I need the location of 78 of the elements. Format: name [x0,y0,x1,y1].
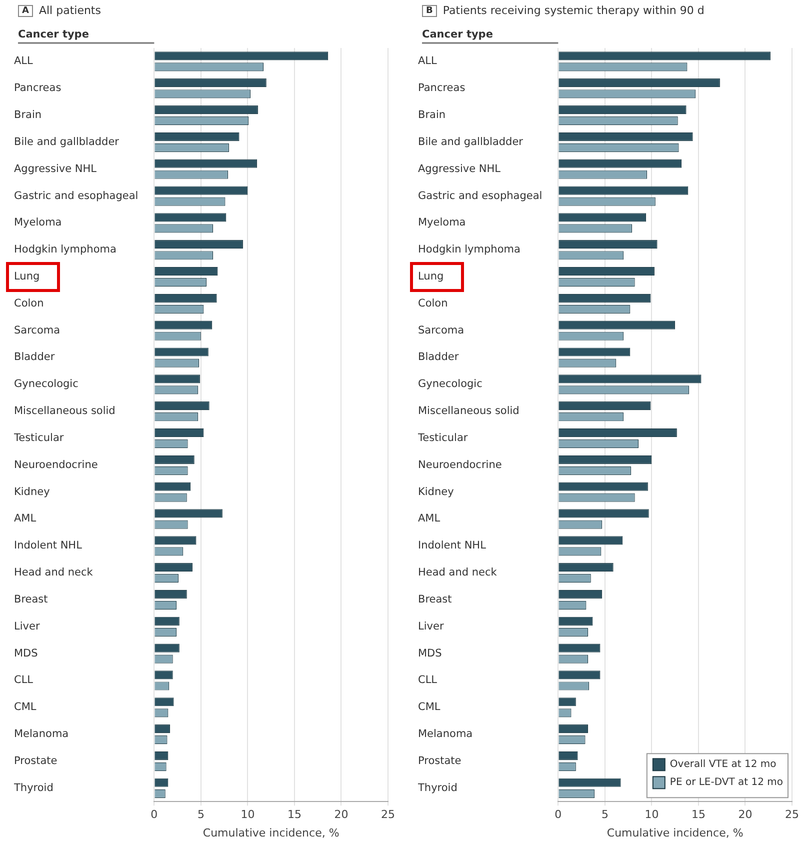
y-tick-label: Head and neck [14,566,94,579]
y-tick-label: Sarcoma [418,324,464,336]
y-tick-label: Bile and gallbladder [14,136,120,148]
y-tick-label: Kidney [418,486,454,498]
y-tick-label: Prostate [14,754,58,767]
y-tick-label: Bladder [14,351,56,364]
y-tick-label: Gynecologic [14,378,79,390]
y-axis-title: Cancer type [18,28,89,40]
x-tick-label: 25 [381,808,395,822]
y-tick-label: Prostate [418,754,462,767]
y-tick-label: MDS [14,647,38,660]
chart-title: Patients receiving systemic therapy within 90 d [442,4,704,17]
x-tick-label: 15 [287,808,302,822]
y-tick-label: Pancreas [14,82,62,94]
y-tick-label: Liver [418,620,444,632]
y-tick-label: Brain [418,109,446,122]
y-tick-label: Neuroendocrine [418,458,502,471]
y-tick-label: MDS [418,647,442,660]
y-tick-label: Myeloma [418,216,466,229]
y-tick-label: Breast [14,593,48,606]
y-tick-label: Thyroid [13,782,54,794]
text: B [422,4,437,16]
x-tick-label: 0 [150,808,158,822]
y-tick-label: CLL [14,674,34,686]
y-tick-label: Gastric and esophageal [14,190,138,202]
y-tick-label: Head and neck [418,566,498,579]
y-tick-label: CLL [418,674,438,686]
y-tick-label: CML [418,701,440,714]
y-tick-label: Indolent NHL [14,540,82,552]
x-tick-label: 20 [738,808,752,822]
legend-label: Overall VTE at 12 mo [670,759,776,770]
x-tick-label: 20 [334,808,348,822]
x-tick-label: 5 [601,808,608,822]
y-axis-title: Cancer type [422,28,493,40]
x-tick-label: 10 [240,808,255,822]
y-tick-label: ALL [418,55,438,68]
y-tick-label: Indolent NHL [418,540,486,552]
y-tick-label: Aggressive NHL [418,162,501,175]
y-tick-label: Miscellaneous solid [418,405,520,418]
y-tick-label: Thyroid [417,782,458,794]
y-tick-label: Brain [14,109,42,122]
y-tick-label: Colon [14,297,44,310]
y-tick-label: Aggressive NHL [14,162,97,175]
y-tick-label: Gynecologic [418,378,483,390]
x-tick-label: 10 [644,808,659,822]
text: A [18,4,33,16]
y-tick-label: Bile and gallbladder [418,136,524,148]
y-tick-label: Pancreas [418,82,466,94]
y-tick-label: CML [14,701,36,714]
y-tick-label: Kidney [14,486,50,498]
y-tick-label: Testicular [13,432,64,444]
y-tick-label: ALL [14,55,34,68]
y-tick-label: Neuroendocrine [14,458,98,471]
y-tick-label: Hodgkin lymphoma [14,244,116,256]
y-tick-label: Lung [14,270,40,283]
x-tick-label: 0 [554,808,562,822]
y-tick-label: Sarcoma [14,324,60,336]
y-tick-label: Testicular [417,432,468,444]
x-tick-label: 5 [197,808,204,822]
x-tick-label: 25 [785,808,799,822]
legend-label: PE or LE-DVT at 12 mo [670,777,783,788]
chart-title: All patients [38,4,101,17]
x-axis-title: Cumulative incidence, % [606,826,744,840]
y-tick-label: Gastric and esophageal [418,190,542,202]
y-tick-label: Myeloma [14,216,62,229]
y-tick-label: AML [418,512,440,525]
y-tick-label: Melanoma [418,728,473,740]
y-tick-label: AML [14,512,36,525]
x-tick-label: 15 [691,808,706,822]
y-tick-label: Miscellaneous solid [14,405,116,418]
y-tick-label: Melanoma [14,728,69,740]
y-tick-label: Colon [418,297,448,310]
x-axis-title: Cumulative incidence, % [202,826,340,840]
y-tick-label: Bladder [418,351,460,364]
y-tick-label: Breast [418,593,452,606]
y-tick-label: Liver [14,620,40,632]
y-tick-label: Hodgkin lymphoma [418,244,520,256]
y-tick-label: Lung [418,270,444,283]
